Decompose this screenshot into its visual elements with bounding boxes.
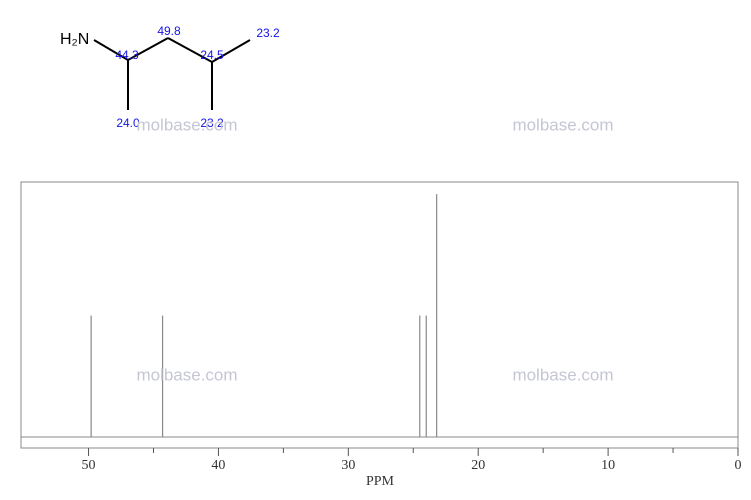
x-tick-label: 40 — [211, 458, 225, 473]
x-tick-label: 20 — [471, 458, 485, 473]
watermark: molbase.com — [136, 115, 237, 134]
shift-label: 49.8 — [157, 24, 181, 38]
shift-label: 44.3 — [115, 48, 139, 62]
shift-label: 24.5 — [200, 48, 224, 62]
x-tick-label: 10 — [601, 458, 615, 473]
x-tick-label: 30 — [341, 458, 355, 473]
plot: 50 40 30 20 10 0 — [82, 194, 742, 473]
shift-label: 24.0 — [116, 116, 140, 130]
x-tick-label: 50 — [82, 458, 96, 473]
watermark: molbase.com — [512, 365, 613, 384]
x-tick-label: 0 — [735, 458, 742, 473]
bond — [167, 37, 213, 63]
shift-label: 23.2 — [200, 116, 224, 130]
bond — [127, 37, 169, 61]
molecule: H₂N 44.3 49.8 24.5 23.2 24.0 23.2 — [60, 24, 280, 130]
bond — [93, 39, 129, 61]
bond — [211, 39, 251, 63]
plot-frame — [20, 181, 739, 449]
watermark: molbase.com — [136, 365, 237, 384]
shift-label: 23.2 — [256, 26, 280, 40]
x-axis-label: PPM — [366, 474, 395, 489]
atom-label: H₂N — [60, 31, 89, 48]
watermark: molbase.com — [512, 115, 613, 134]
